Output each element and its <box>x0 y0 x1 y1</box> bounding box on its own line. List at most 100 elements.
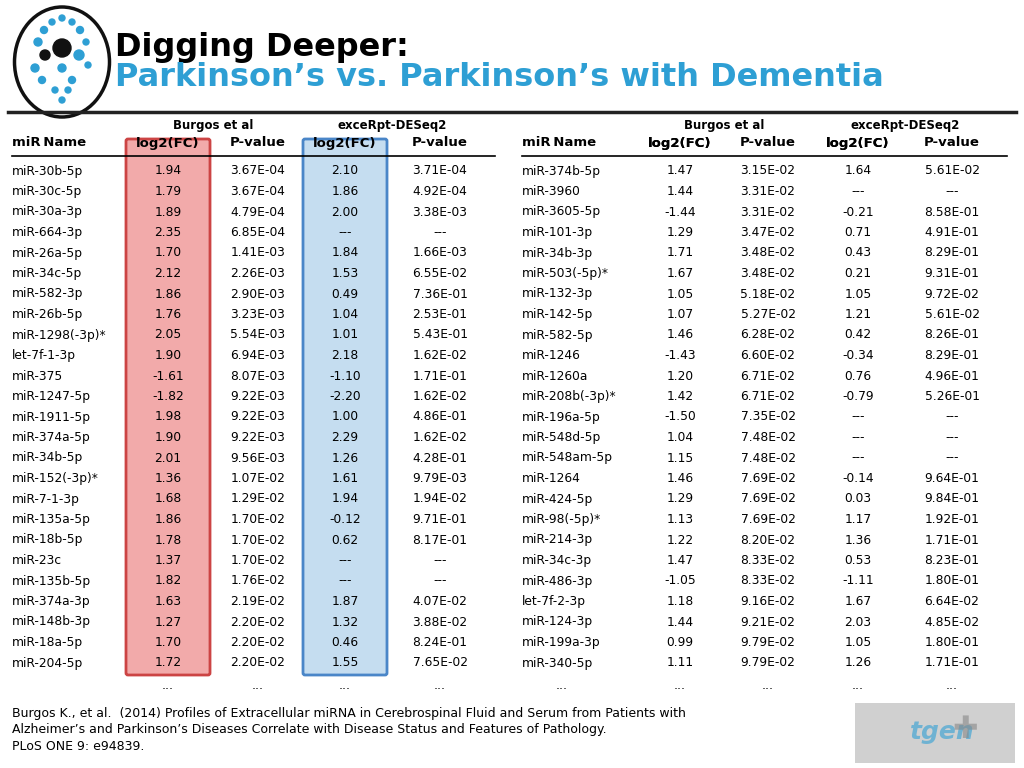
Text: miR-548d-5p: miR-548d-5p <box>522 431 601 444</box>
Text: Alzheimer’s and Parkinson’s Diseases Correlate with Disease Status and Features : Alzheimer’s and Parkinson’s Diseases Cor… <box>12 723 606 737</box>
Text: 1.70E-02: 1.70E-02 <box>230 554 286 567</box>
Circle shape <box>58 64 66 72</box>
Circle shape <box>69 19 75 25</box>
Text: miR-374b-5p: miR-374b-5p <box>522 164 601 177</box>
Circle shape <box>41 27 47 34</box>
Text: 2.20E-02: 2.20E-02 <box>230 657 286 670</box>
Text: 2.12: 2.12 <box>155 267 181 280</box>
Text: 9.22E-03: 9.22E-03 <box>230 390 286 403</box>
Text: P-value: P-value <box>924 137 980 150</box>
Circle shape <box>53 39 71 57</box>
Text: log2(FC): log2(FC) <box>826 137 890 150</box>
Text: 2.20E-02: 2.20E-02 <box>230 615 286 628</box>
Text: miR-503(-5p)*: miR-503(-5p)* <box>522 267 609 280</box>
Bar <box>855 703 1015 763</box>
Text: 9.84E-01: 9.84E-01 <box>925 492 980 505</box>
Text: miR-3605-5p: miR-3605-5p <box>522 206 601 219</box>
Text: 8.33E-02: 8.33E-02 <box>740 574 796 588</box>
Text: 3.67E-04: 3.67E-04 <box>230 185 286 198</box>
Text: 3.48E-02: 3.48E-02 <box>740 267 796 280</box>
Text: miR-204-5p: miR-204-5p <box>12 657 83 670</box>
Text: ---: --- <box>433 554 446 567</box>
Text: 8.58E-01: 8.58E-01 <box>925 206 980 219</box>
Text: ---: --- <box>338 574 352 588</box>
Text: 1.37: 1.37 <box>155 554 181 567</box>
Text: 1.01: 1.01 <box>332 329 358 342</box>
Text: let-7f-2-3p: let-7f-2-3p <box>522 595 586 608</box>
Text: 1.78: 1.78 <box>155 534 181 547</box>
Text: 2.03: 2.03 <box>845 615 871 628</box>
Text: -1.11: -1.11 <box>842 574 873 588</box>
Circle shape <box>85 62 91 68</box>
Text: 2.05: 2.05 <box>155 329 181 342</box>
Text: 1.79: 1.79 <box>155 185 181 198</box>
Text: 8.24E-01: 8.24E-01 <box>413 636 468 649</box>
Text: 0.46: 0.46 <box>332 636 358 649</box>
Text: 9.72E-02: 9.72E-02 <box>925 287 979 300</box>
Text: 8.20E-02: 8.20E-02 <box>740 534 796 547</box>
Text: miR-374a-5p: miR-374a-5p <box>12 431 91 444</box>
Text: 7.48E-02: 7.48E-02 <box>740 452 796 465</box>
Text: ---: --- <box>945 452 958 465</box>
Circle shape <box>39 77 45 84</box>
Text: 1.80E-01: 1.80E-01 <box>925 574 980 588</box>
Text: miR-7-1-3p: miR-7-1-3p <box>12 492 80 505</box>
Text: -0.34: -0.34 <box>842 349 873 362</box>
Text: 7.36E-01: 7.36E-01 <box>413 287 467 300</box>
Text: 3.31E-02: 3.31E-02 <box>740 185 796 198</box>
Text: 5.61E-02: 5.61E-02 <box>925 308 980 321</box>
Text: 1.86: 1.86 <box>155 287 181 300</box>
Text: ...: ... <box>434 679 446 692</box>
Text: log2(FC): log2(FC) <box>826 137 890 150</box>
Text: P-value: P-value <box>412 137 468 150</box>
Text: 0.71: 0.71 <box>845 226 871 239</box>
Text: 1.70E-02: 1.70E-02 <box>230 513 286 526</box>
Text: miR-548am-5p: miR-548am-5p <box>522 452 613 465</box>
Text: 1.62E-02: 1.62E-02 <box>413 431 467 444</box>
Text: -1.50: -1.50 <box>665 411 696 423</box>
Text: 2.19E-02: 2.19E-02 <box>230 595 286 608</box>
Circle shape <box>74 50 84 60</box>
Text: 1.67: 1.67 <box>667 267 693 280</box>
Text: ...: ... <box>252 679 264 692</box>
Text: 1.42: 1.42 <box>667 390 693 403</box>
Text: 1.67: 1.67 <box>845 595 871 608</box>
Text: miR-148b-3p: miR-148b-3p <box>12 615 91 628</box>
Text: 6.60E-02: 6.60E-02 <box>740 349 796 362</box>
Text: miR-26b-5p: miR-26b-5p <box>12 308 83 321</box>
Text: -0.12: -0.12 <box>329 513 360 526</box>
Text: 3.71E-04: 3.71E-04 <box>413 164 467 177</box>
Text: ---: --- <box>851 452 864 465</box>
Text: 1.94E-02: 1.94E-02 <box>413 492 467 505</box>
Text: 3.47E-02: 3.47E-02 <box>740 226 796 239</box>
Text: 1.86: 1.86 <box>155 513 181 526</box>
Text: 1.76: 1.76 <box>155 308 181 321</box>
Text: 8.29E-01: 8.29E-01 <box>925 349 980 362</box>
Text: Burgos K., et al.  (2014) Profiles of Extracellular miRNA in Cerebrospinal Fluid: Burgos K., et al. (2014) Profiles of Ext… <box>12 707 686 720</box>
Text: log2(FC): log2(FC) <box>313 137 377 150</box>
Text: 1.76E-02: 1.76E-02 <box>230 574 286 588</box>
Text: -1.05: -1.05 <box>665 574 696 588</box>
Text: ...: ... <box>162 679 174 692</box>
Text: 9.79E-02: 9.79E-02 <box>740 657 796 670</box>
Text: 1.11: 1.11 <box>667 657 693 670</box>
Text: 5.54E-03: 5.54E-03 <box>230 329 286 342</box>
Text: 7.69E-02: 7.69E-02 <box>740 492 796 505</box>
Text: 1.46: 1.46 <box>667 329 693 342</box>
Text: let-7f-1-3p: let-7f-1-3p <box>12 349 76 362</box>
Text: 0.42: 0.42 <box>845 329 871 342</box>
Text: 5.26E-01: 5.26E-01 <box>925 390 980 403</box>
Text: 0.99: 0.99 <box>667 636 693 649</box>
Text: 1.87: 1.87 <box>332 595 358 608</box>
Text: 3.23E-03: 3.23E-03 <box>230 308 286 321</box>
Text: 3.88E-02: 3.88E-02 <box>413 615 468 628</box>
Text: log2(FC): log2(FC) <box>136 137 200 150</box>
Text: miR-214-3p: miR-214-3p <box>522 534 593 547</box>
Text: 1.70: 1.70 <box>155 636 181 649</box>
Text: ---: --- <box>433 226 446 239</box>
Text: 0.49: 0.49 <box>332 287 358 300</box>
Text: 1.46: 1.46 <box>667 472 693 485</box>
Text: ---: --- <box>338 554 352 567</box>
Text: 1.90: 1.90 <box>155 349 181 362</box>
Text: miR Name: miR Name <box>522 137 596 150</box>
